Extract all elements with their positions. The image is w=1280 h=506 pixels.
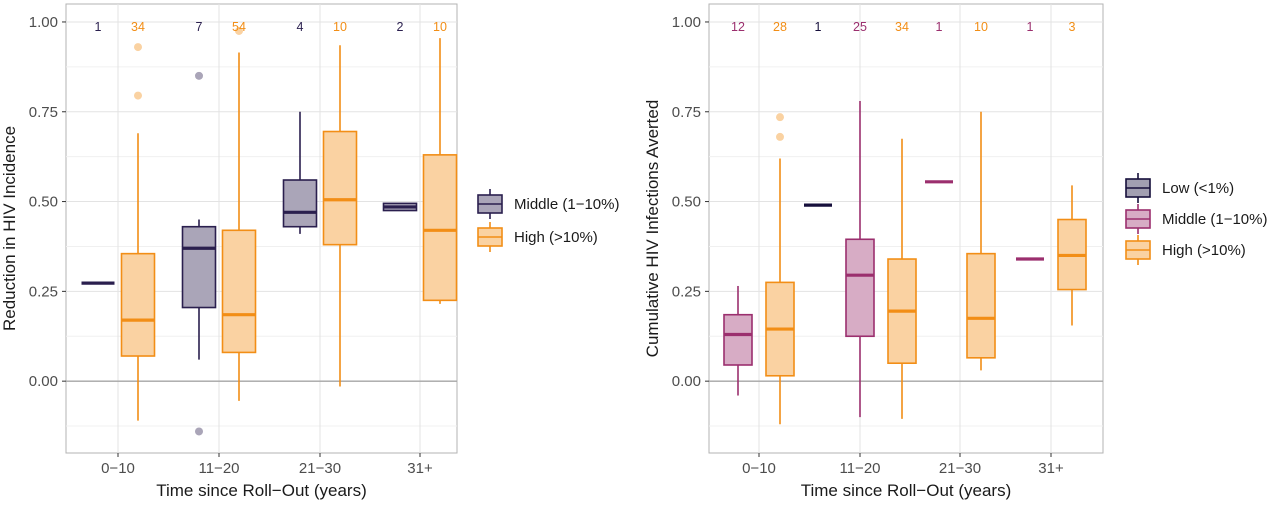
count-label: 10 xyxy=(974,20,988,34)
legend-key xyxy=(477,222,503,252)
box-high-3: 10 xyxy=(422,20,458,304)
legend-label: High (>10%) xyxy=(514,229,598,246)
x-tick-label: 11−20 xyxy=(198,460,239,477)
count-label: 3 xyxy=(1069,20,1076,34)
box-body xyxy=(120,252,156,357)
legend-key xyxy=(1125,173,1151,203)
count-label: 28 xyxy=(773,20,787,34)
legend-label: Middle (1−10%) xyxy=(514,196,619,213)
y-tick-label: 0.25 xyxy=(672,283,701,300)
series-low: 1 xyxy=(804,20,832,207)
box-high-2: 10 xyxy=(322,20,358,387)
count-label: 12 xyxy=(731,20,745,34)
count-label: 10 xyxy=(433,20,447,34)
box-high-2: 10 xyxy=(966,20,996,371)
y-axis-title: Cumulative HIV Infections Averted xyxy=(643,100,662,358)
box-middle-2: 4 xyxy=(282,20,318,234)
box-middle-3: 2 xyxy=(382,20,418,212)
x-axis-title: Time since Roll−Out (years) xyxy=(156,481,367,500)
count-label: 54 xyxy=(232,20,246,34)
x-tick-label: 21−30 xyxy=(939,460,981,477)
box-high-3: 3 xyxy=(1057,20,1087,326)
x-tick-label: 21−30 xyxy=(299,460,341,477)
box-high-1: 34 xyxy=(887,20,917,419)
y-axis-title: Reduction in HIV Incidence xyxy=(0,126,19,331)
count-label: 2 xyxy=(397,20,404,34)
box-high-1: 54 xyxy=(221,20,257,401)
box-body xyxy=(422,154,458,302)
x-tick-label: 0−10 xyxy=(742,460,776,477)
count-label: 1 xyxy=(95,20,102,34)
box-middle-0: 12 xyxy=(723,20,753,396)
count-label: 4 xyxy=(297,20,304,34)
box-body xyxy=(181,225,217,309)
y-tick-label: 0.50 xyxy=(672,194,701,211)
box-middle-1: 25 xyxy=(845,20,875,418)
series-middle: 12 25 1 1 xyxy=(723,20,1044,418)
plot-area xyxy=(708,3,1104,454)
outlier-point xyxy=(776,113,784,122)
box-low-1: 1 xyxy=(804,20,832,207)
y-tick-label: 0.00 xyxy=(672,373,701,390)
legend-label: Low (<1%) xyxy=(1162,180,1234,197)
legend-label: High (>10%) xyxy=(1162,242,1246,259)
box-body xyxy=(723,313,753,366)
count-label: 1 xyxy=(1027,20,1034,34)
y-tick-label: 0.00 xyxy=(29,373,58,390)
count-label: 34 xyxy=(131,20,145,34)
box-high-0: 28 xyxy=(765,20,795,425)
count-label: 1 xyxy=(815,20,822,34)
y-tick-label: 1.00 xyxy=(29,14,58,31)
count-label: 7 xyxy=(196,20,203,34)
right-chart-panel: 0.00 0.25 0.50 0.75 1.00 0−10 11−20 21−30 31+ Tim… xyxy=(643,3,1267,500)
outlier-point xyxy=(134,91,142,100)
x-tick-label: 31+ xyxy=(1038,460,1064,477)
x-tick-label: 31+ xyxy=(407,460,433,477)
count-label: 1 xyxy=(936,20,943,34)
outlier-point xyxy=(134,43,142,52)
legend-key xyxy=(1125,235,1151,265)
x-tick-label: 11−20 xyxy=(839,460,880,477)
box-body xyxy=(845,238,875,338)
legend-key xyxy=(1125,204,1151,234)
count-label: 25 xyxy=(853,20,867,34)
series-high: 34 54 10 10 xyxy=(120,20,458,421)
y-tick-label: 0.50 xyxy=(29,194,58,211)
box-body xyxy=(221,229,257,354)
series-high: 28 34 10 3 xyxy=(765,20,1087,425)
box-middle-2: 1 xyxy=(925,20,953,184)
count-label: 34 xyxy=(895,20,909,34)
left-chart-panel: 0.00 0.25 0.50 0.75 1.00 0−10 11−20 21−30 31+ Tim… xyxy=(0,3,619,500)
outlier-point xyxy=(235,26,243,35)
x-axis-title: Time since Roll−Out (years) xyxy=(801,481,1012,500)
box-middle-3: 1 xyxy=(1016,20,1044,261)
box-high-0: 34 xyxy=(120,20,156,421)
y-tick-label: 0.75 xyxy=(29,104,58,121)
x-tick-label: 0−10 xyxy=(101,460,135,477)
legend: Low (<1%) Middle (1−10%) High (>10%) xyxy=(1125,173,1267,265)
box-body xyxy=(966,252,996,359)
y-tick-label: 0.75 xyxy=(672,104,701,121)
legend-key xyxy=(477,189,503,219)
box-middle-0: 1 xyxy=(81,20,115,285)
box-body xyxy=(322,130,358,246)
y-tick-label: 0.25 xyxy=(29,283,58,300)
legend: Middle (1−10%) High (>10%) xyxy=(477,189,619,252)
outlier-point xyxy=(195,427,203,436)
y-tick-label: 1.00 xyxy=(672,14,701,31)
outlier-point xyxy=(195,71,203,80)
box-body xyxy=(282,179,318,228)
box-middle-1: 7 xyxy=(181,20,217,436)
plot-area xyxy=(65,3,458,454)
count-label: 10 xyxy=(333,20,347,34)
outlier-point xyxy=(776,132,784,141)
legend-label: Middle (1−10%) xyxy=(1162,211,1267,228)
